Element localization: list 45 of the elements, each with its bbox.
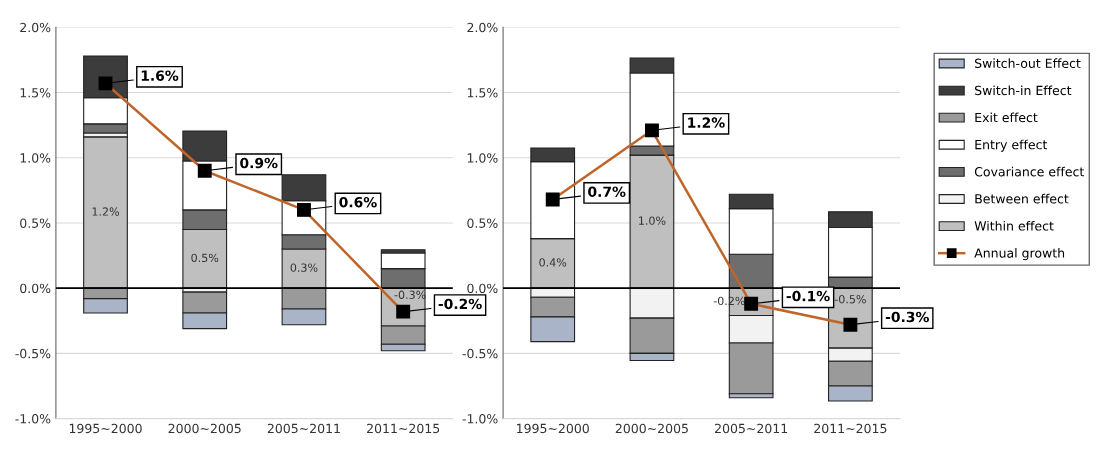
legend-label: Annual growth <box>974 248 1065 261</box>
data-label: 1.6% <box>141 70 179 81</box>
data-label: 1.0% <box>639 216 666 225</box>
x-tick-label: 2000~2005 <box>168 423 241 434</box>
y-tick-label: 1.5% <box>467 87 498 98</box>
data-label: 0.9% <box>240 157 278 169</box>
data-label: -0.5% <box>834 294 866 304</box>
legend-label: Covariance effect <box>974 166 1085 177</box>
y-tick-label: -0.5% <box>462 348 498 359</box>
legend-label: Between effect <box>975 193 1069 204</box>
y-tick-label: 2.0% <box>467 22 498 33</box>
data-label: 0.3% <box>290 263 318 272</box>
y-tick-label: 0.0% <box>467 283 498 294</box>
legend-label: Within effect <box>974 220 1054 231</box>
y-tick-label: -1.0% <box>462 414 498 424</box>
x-tick-label: 1995~2000 <box>517 423 589 434</box>
x-tick-label: 1995~2000 <box>69 423 142 434</box>
x-tick-label: 2011~2015 <box>367 423 440 434</box>
legend-label: Entry effect <box>975 139 1048 152</box>
y-tick-label: 0.5% <box>20 218 51 228</box>
data-label: 0.7% <box>588 186 626 197</box>
data-label: 0.4% <box>539 258 567 267</box>
y-tick-label: 1.5% <box>20 87 51 98</box>
data-label: 0.6% <box>339 196 377 208</box>
y-tick-label: 0.5% <box>467 218 498 228</box>
y-tick-label: 1.0% <box>20 153 51 163</box>
y-tick-label: 2.0% <box>20 22 51 33</box>
data-label: 1.2% <box>688 117 725 128</box>
y-tick-label: 0.0% <box>20 283 51 294</box>
x-tick-label: 2000~2005 <box>615 423 688 434</box>
x-tick-label: 2005~2011 <box>715 423 788 434</box>
data-label: -0.1% <box>786 290 830 302</box>
data-label: -0.2% <box>438 298 482 310</box>
bar <box>83 136 128 289</box>
x-tick-label: 2005~2011 <box>267 423 340 434</box>
data-label: -0.3% <box>885 311 929 323</box>
data-label: 0.5% <box>191 253 219 263</box>
y-tick-label: 1.0% <box>467 153 498 163</box>
legend-label: Exit effect <box>975 112 1038 123</box>
y-tick-label: -0.5% <box>15 348 51 359</box>
legend-label: Switch-out Effect <box>975 58 1081 69</box>
data-label: 1.2% <box>92 207 120 216</box>
y-tick-label: -1.0% <box>15 414 51 424</box>
x-tick-label: 2011~2015 <box>814 423 887 434</box>
legend-label: Switch-in Effect <box>975 85 1072 96</box>
